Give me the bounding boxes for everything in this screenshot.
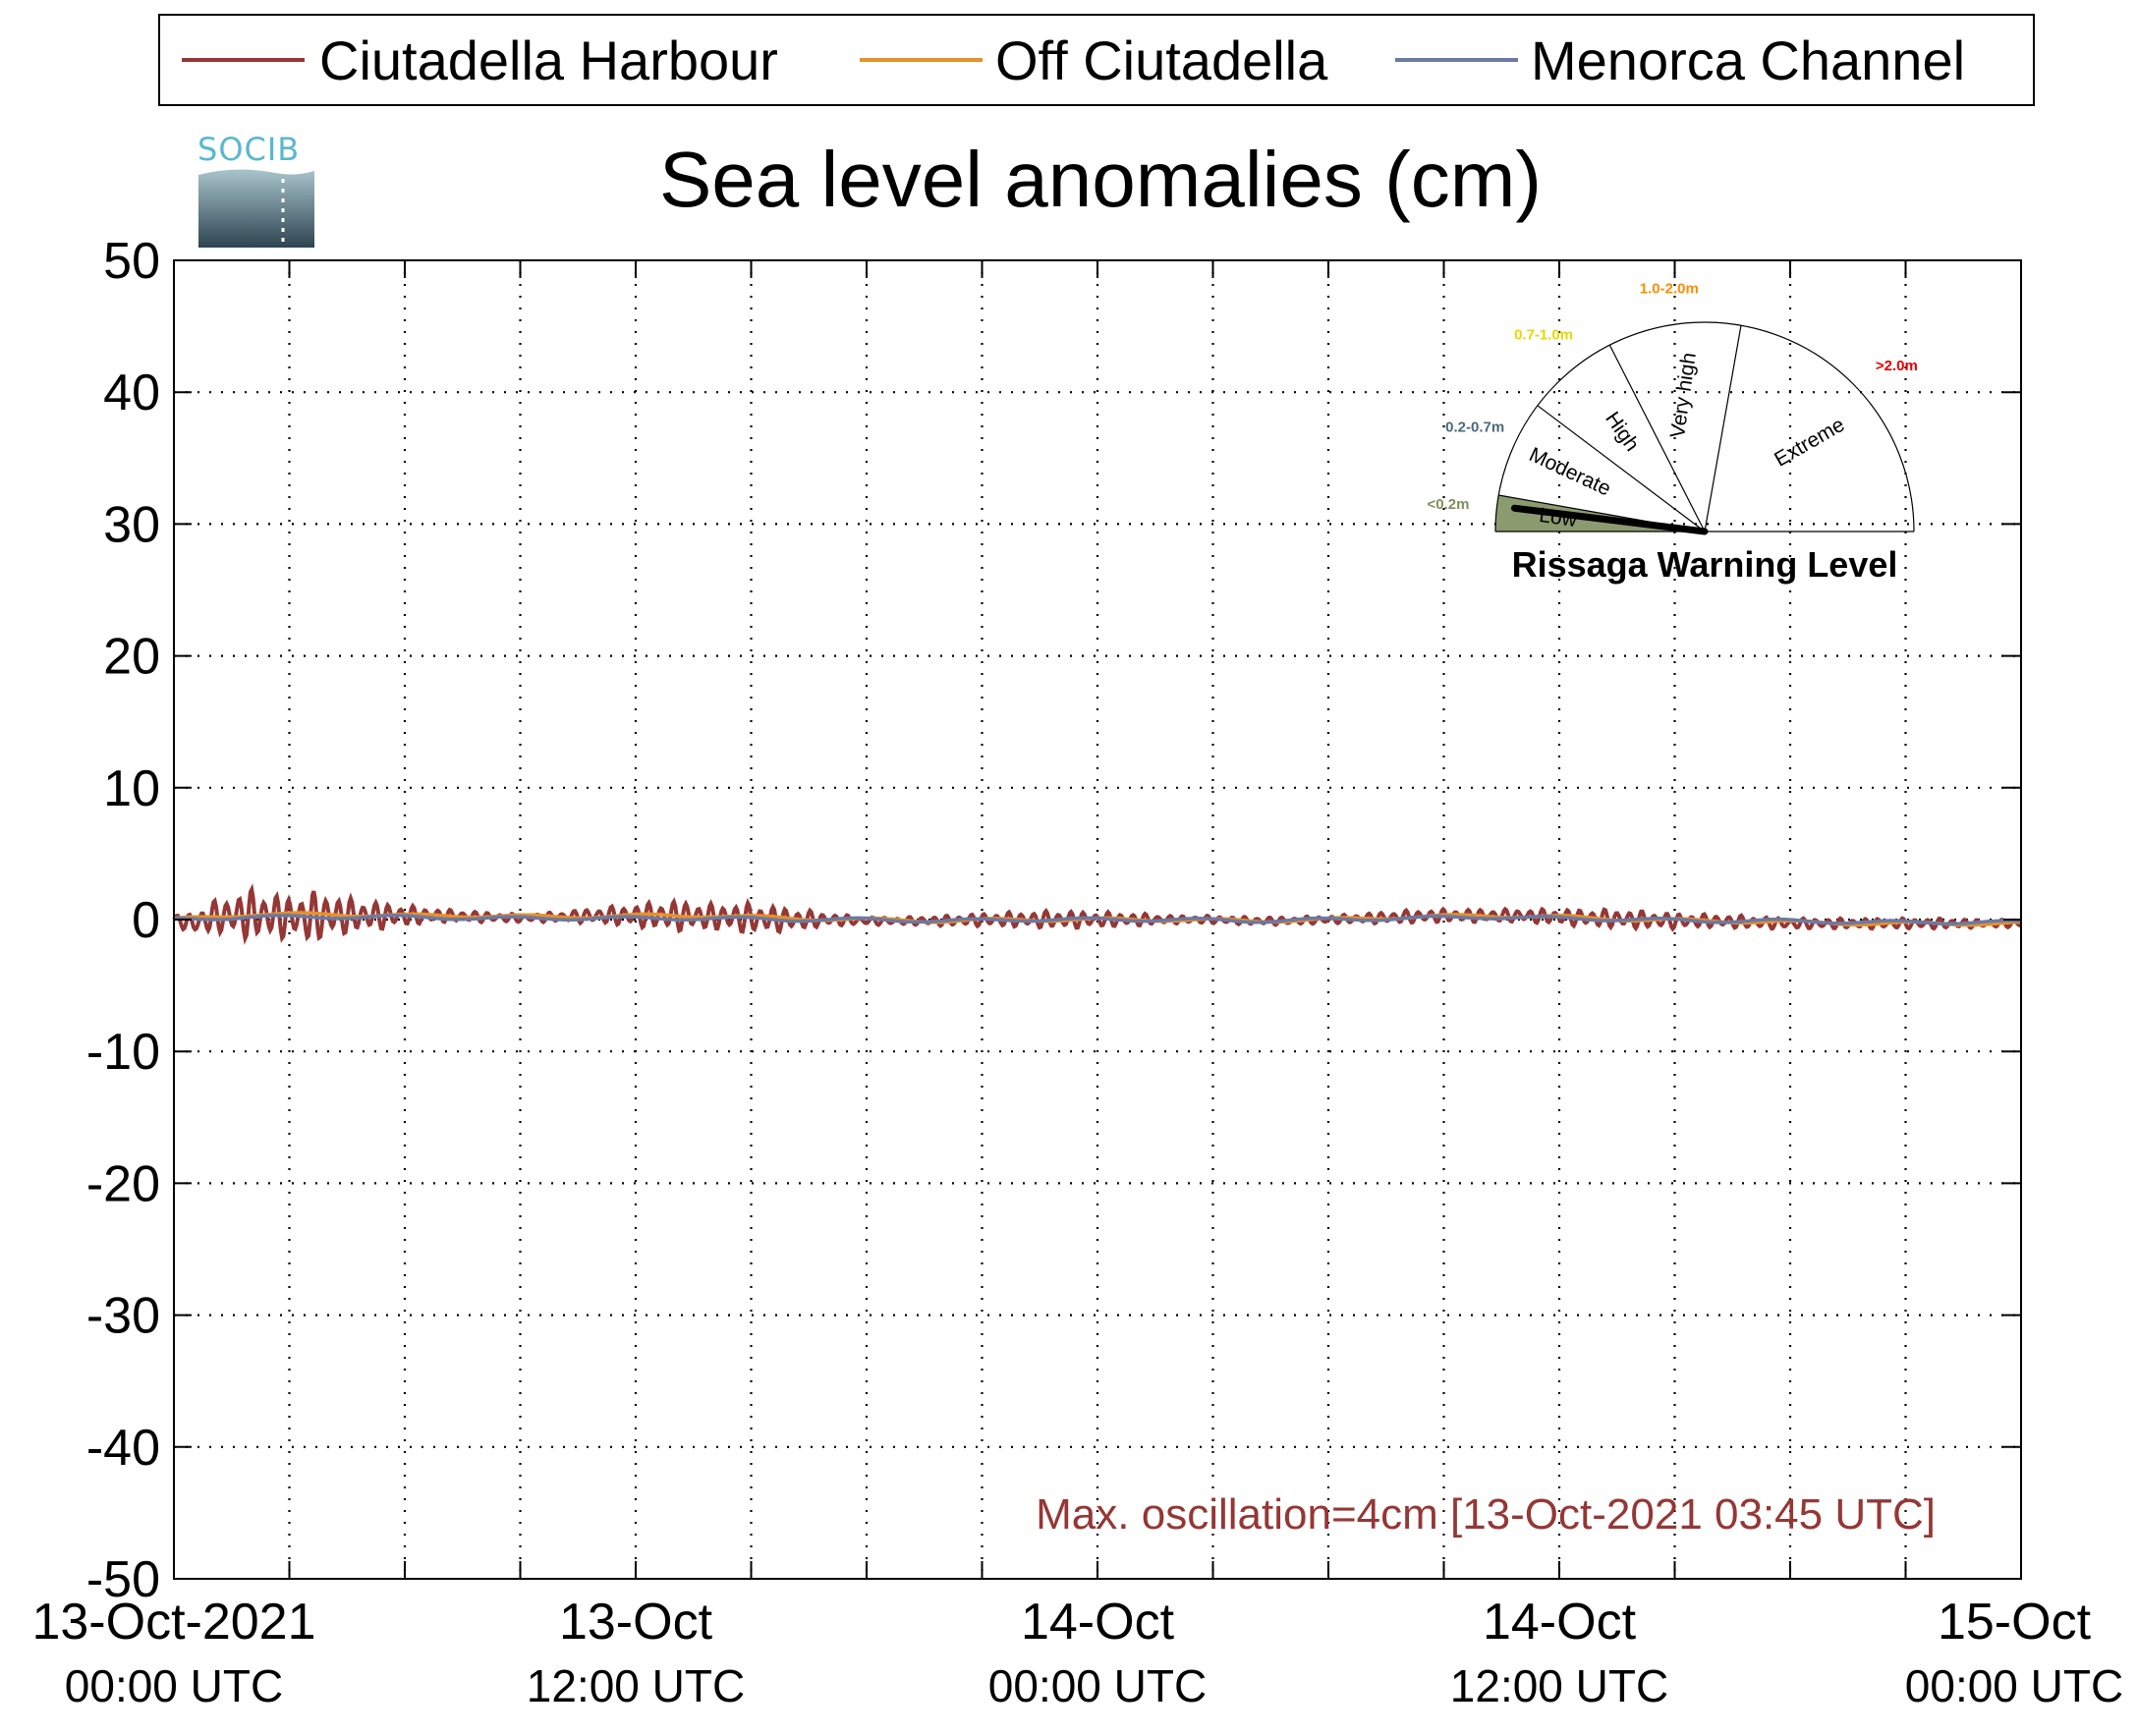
gauge-range-high: 0.7-1.0m [1514, 327, 1573, 344]
gauge-range-very-high: 1.0-2.0m [1640, 281, 1699, 298]
y-tick-label: -30 [86, 1288, 160, 1345]
gauge-divider [1608, 344, 1706, 532]
x-tick-label-date: 13-Oct-2021 [31, 1594, 315, 1651]
y-tick-label: 50 [103, 233, 160, 290]
gauge-divider [1537, 405, 1706, 532]
x-tick-label-date: 13-Oct [559, 1594, 713, 1651]
series-layer [172, 883, 2022, 945]
x-tick-label-time: 12:00 UTC [1450, 1660, 1668, 1711]
plot-area [172, 259, 2022, 1580]
legend-label-harbour: Ciutadella Harbour [319, 29, 778, 91]
axis-ticks [174, 259, 2021, 1580]
y-tick-label: 40 [103, 364, 160, 421]
gauge-needle [1510, 504, 1709, 535]
legend-frame [158, 14, 2035, 106]
legend-label-off: Off Ciutadella [995, 29, 1328, 91]
socib-logo: SOCIB [197, 131, 314, 248]
x-tick-label-time: 00:00 UTC [65, 1660, 283, 1711]
y-axis-labels: 50 40 30 20 10 0 -10 -20 -30 -40 -50 [86, 233, 160, 1608]
gauge-range-low: <0.2m [1428, 496, 1470, 513]
y-tick-label: 20 [103, 629, 160, 686]
legend-label-channel: Menorca Channel [1531, 29, 1965, 91]
y-tick-label: -40 [86, 1420, 160, 1477]
legend: Ciutadella Harbour Off Ciutadella Menorc… [158, 14, 2035, 106]
x-tick-label-date: 15-Oct [1938, 1594, 2092, 1651]
y-tick-label: 0 [132, 892, 160, 949]
max-oscillation-annotation: Max. oscillation=4cm [13-Oct-2021 03:45 … [1036, 1490, 1936, 1539]
chart-title: Sea level anomalies (cm) [659, 136, 1542, 223]
y-tick-label: 10 [103, 760, 160, 817]
y-tick-label: 30 [103, 496, 160, 553]
y-tick-label: -20 [86, 1155, 160, 1212]
x-axis-labels: 13-Oct-2021 00:00 UTC 13-Oct 12:00 UTC 14-Oc… [31, 1594, 2123, 1711]
gauge-title: Rissaga Warning Level [1512, 544, 1898, 585]
gauge-divider [1704, 325, 1742, 532]
x-tick-label-date: 14-Oct [1483, 1594, 1637, 1651]
series-line-menorca-channel [173, 913, 2022, 926]
logo-wave-block [198, 169, 314, 248]
x-tick-label-time: 12:00 UTC [527, 1660, 745, 1711]
x-tick-label-time: 00:00 UTC [988, 1660, 1207, 1711]
gauge-arc [1494, 321, 1915, 532]
x-tick-label-date: 14-Oct [1021, 1594, 1175, 1651]
x-tick-label-time: 00:00 UTC [1905, 1660, 2123, 1711]
logo-text: SOCIB [197, 131, 300, 168]
gauge-range-moderate: 0.2-0.7m [1445, 419, 1504, 435]
y-tick-label: -50 [86, 1551, 160, 1608]
y-tick-label: -10 [86, 1024, 160, 1081]
gauge-range-extreme: >2.0m [1876, 358, 1918, 374]
